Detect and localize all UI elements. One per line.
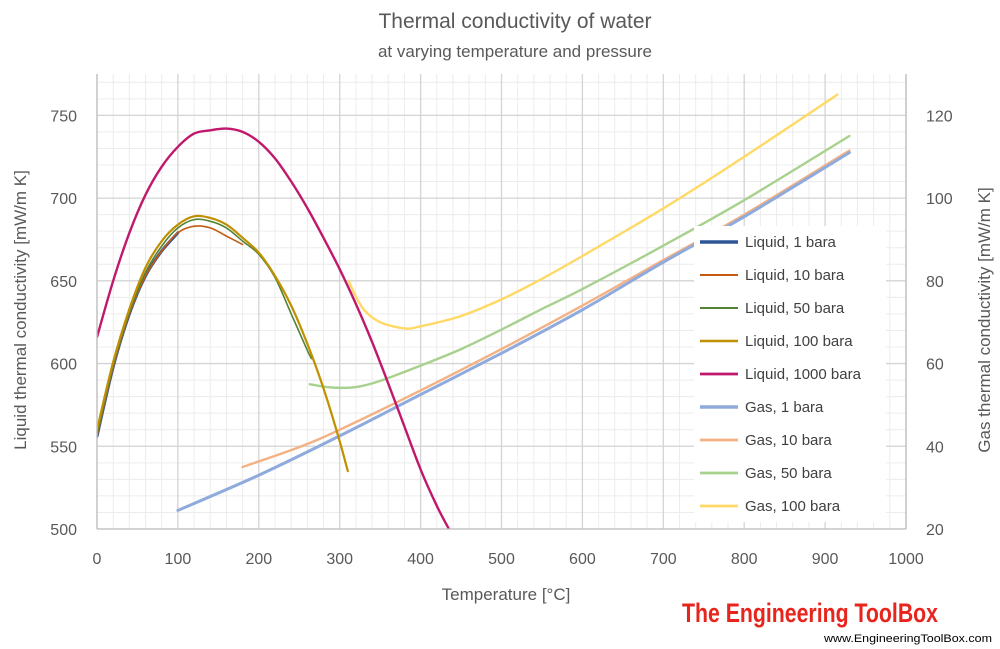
legend-label-liquid-100-bara: Liquid, 100 bara	[745, 333, 853, 350]
legend-label-gas-1-bara: Gas, 1 bara	[745, 399, 824, 416]
y-axis-right-title: Gas thermal conductivity [mW/m K]	[975, 187, 994, 452]
legend-label-gas-10-bara: Gas, 10 bara	[745, 432, 832, 449]
x-tick-label: 300	[326, 551, 353, 568]
y-left-tick-label: 650	[50, 274, 77, 291]
x-tick-label: 0	[93, 551, 102, 568]
chart-subtitle: at varying temperature and pressure	[378, 42, 652, 61]
x-tick-label: 400	[407, 551, 434, 568]
series-line-liquid-100-bara	[97, 214, 349, 473]
tick-labels: 0 100 200 300 400 500 600 700 800 900 1000 500 550 60…	[50, 108, 953, 568]
x-tick-label: 1000	[888, 551, 924, 568]
series-layer	[97, 93, 851, 529]
legend-label-gas-100-bara: Gas, 100 bara	[745, 498, 841, 515]
site-url: www.EngineeringToolBox.com	[823, 633, 992, 645]
legend-label-liquid-1-bara: Liquid, 1 bara	[745, 234, 837, 251]
x-tick-label: 100	[165, 551, 192, 568]
y-right-tick-label: 100	[926, 191, 953, 208]
legend-label-liquid-10-bara: Liquid, 10 bara	[745, 267, 845, 284]
x-tick-label: 700	[650, 551, 677, 568]
y-left-tick-label: 700	[50, 191, 77, 208]
legend: Liquid, 1 bara Liquid, 10 bara Liquid, 50 …	[694, 226, 886, 522]
y-right-tick-label: 80	[926, 274, 944, 291]
series-line-gas-100-bara	[347, 93, 839, 330]
y-left-tick-label: 750	[50, 108, 77, 125]
x-tick-label: 200	[245, 551, 272, 568]
y-right-tick-label: 60	[926, 357, 944, 374]
series-line-liquid-1000-bara	[97, 127, 451, 529]
series-line-gas-10-bara	[241, 149, 851, 469]
y-right-tick-label: 40	[926, 439, 944, 456]
legend-label-gas-50-bara: Gas, 50 bara	[745, 465, 832, 482]
logo: The Engineering ToolBox	[682, 598, 938, 628]
legend-label-liquid-50-bara: Liquid, 50 bara	[745, 300, 845, 317]
series-line-liquid-50-bara	[97, 218, 313, 436]
y-axis-left-title: Liquid thermal conductivity [mW/m K]	[11, 170, 30, 450]
y-right-tick-label: 20	[926, 522, 944, 539]
x-tick-label: 800	[731, 551, 758, 568]
y-right-tick-label: 120	[926, 108, 953, 125]
chart-title: Thermal conductivity of water	[378, 10, 651, 33]
x-tick-label: 600	[569, 551, 596, 568]
axes	[96, 74, 907, 530]
series-line-gas-1-bara	[176, 151, 851, 512]
legend-label-liquid-1000-bara: Liquid, 1000 bara	[745, 366, 862, 383]
y-left-tick-label: 600	[50, 357, 77, 374]
y-left-tick-label: 500	[50, 522, 77, 539]
y-left-tick-label: 550	[50, 439, 77, 456]
x-tick-label: 500	[488, 551, 515, 568]
x-tick-label: 900	[812, 551, 839, 568]
x-axis-title: Temperature [°C]	[442, 585, 571, 604]
series-line-gas-50-bara	[308, 134, 851, 390]
